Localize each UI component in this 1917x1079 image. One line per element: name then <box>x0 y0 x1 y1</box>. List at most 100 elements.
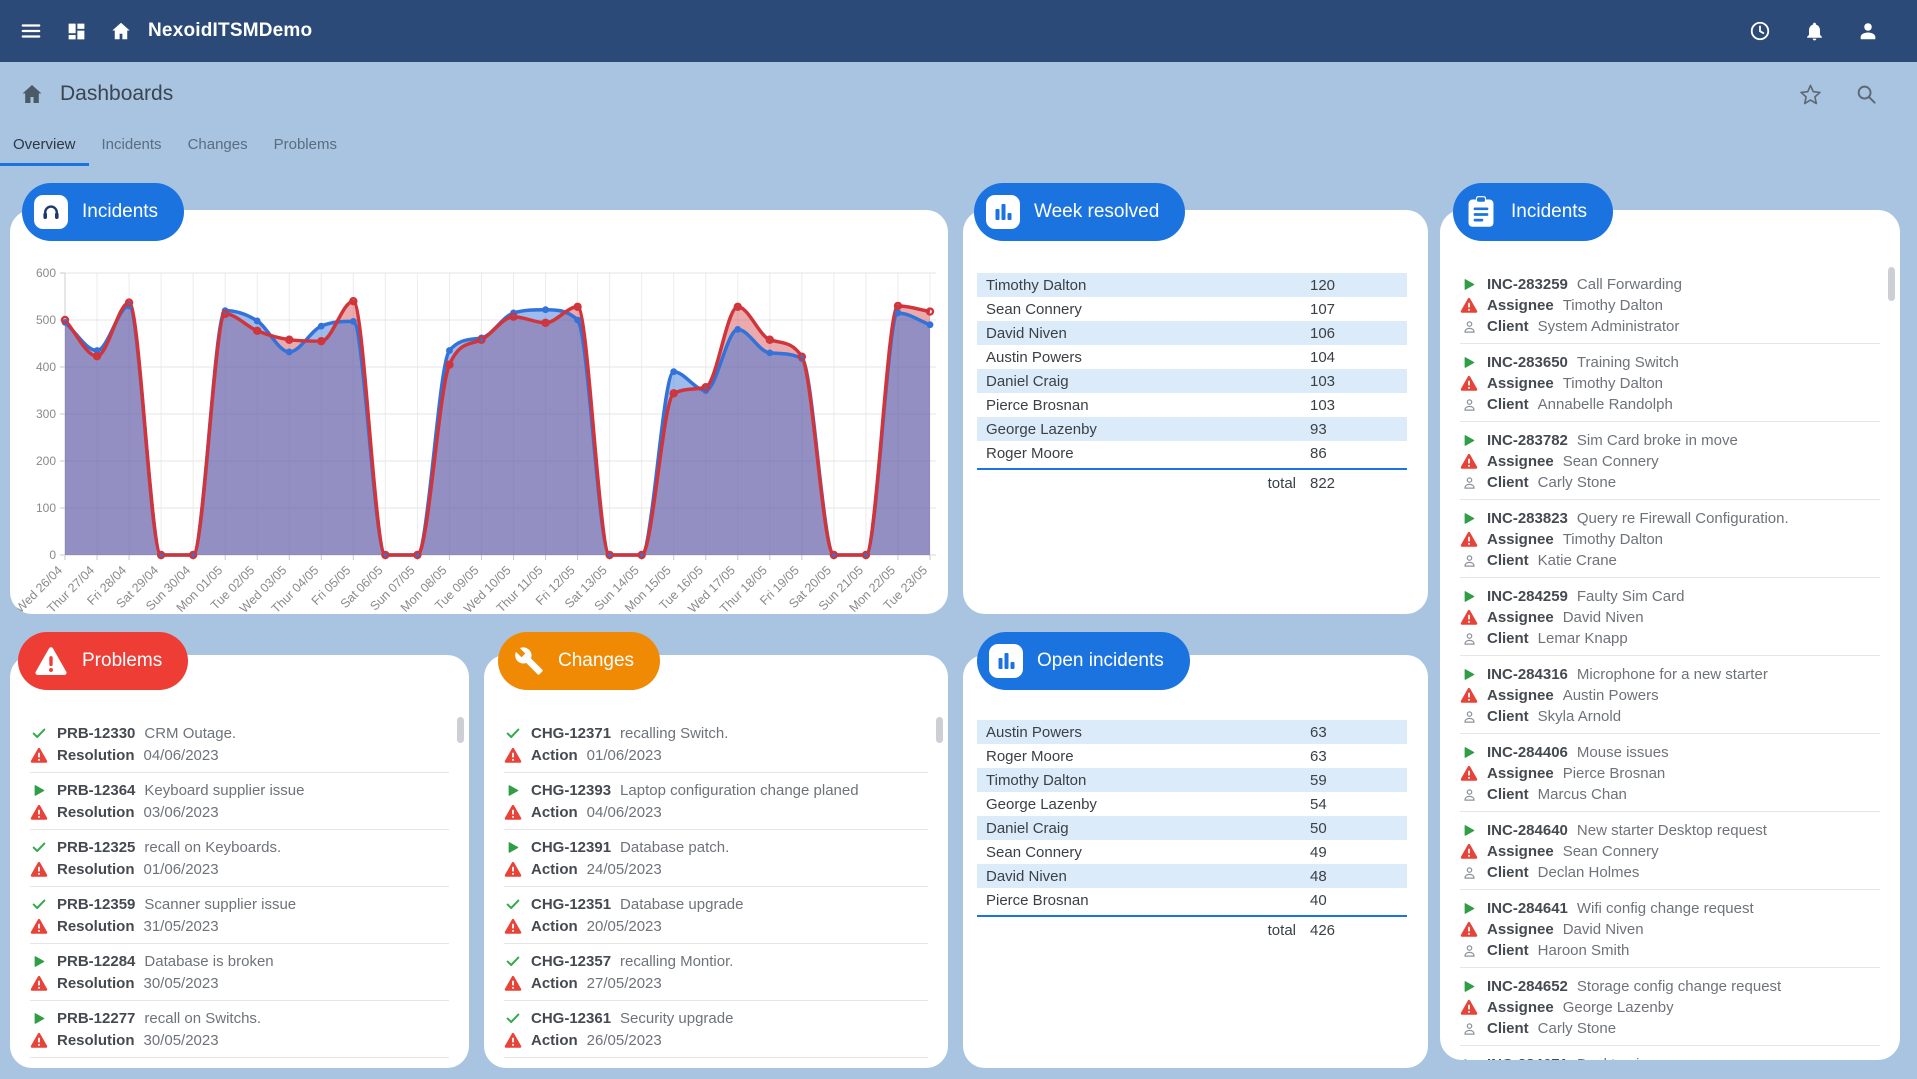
list-item[interactable]: PRB-12325 recall on Keyboards. Resolutio… <box>30 830 449 887</box>
incidents-chart-pill[interactable]: Incidents <box>22 183 185 241</box>
favorite-star-icon[interactable] <box>1798 82 1822 106</box>
list-item[interactable]: CHG-12371 recalling Switch. Action 01/06… <box>504 716 928 773</box>
person-count: 63 <box>1310 723 1327 741</box>
play-icon <box>30 1011 48 1026</box>
table-row[interactable]: Austin Powers 104 <box>977 345 1407 369</box>
person-count: 107 <box>1310 300 1336 318</box>
list-item[interactable]: CHG-12393 Laptop configuration change pl… <box>504 773 928 830</box>
incident-item[interactable]: INC-284671 Desktop issues Assignee Clien… <box>1460 1046 1880 1060</box>
scrollbar-thumb[interactable] <box>457 717 464 743</box>
table-row[interactable]: Pierce Brosnan 103 <box>977 393 1407 417</box>
pill-label: Incidents <box>1511 201 1588 222</box>
play-icon <box>1460 823 1478 838</box>
incident-title: Wifi config change request <box>1576 900 1754 917</box>
changes-pill[interactable]: Changes <box>498 632 661 690</box>
incident-item[interactable]: INC-283259 Call Forwarding Assignee Timo… <box>1460 266 1880 344</box>
account-person-icon[interactable] <box>1855 18 1881 44</box>
list-item[interactable]: CHG-12391 Database patch. Action 24/05/2… <box>504 830 928 887</box>
person-name: Timothy Dalton <box>986 771 1087 789</box>
table-row[interactable]: David Niven 106 <box>977 321 1407 345</box>
warning-icon <box>30 975 48 992</box>
table-row[interactable]: George Lazenby 93 <box>977 417 1407 441</box>
table-row[interactable]: Roger Moore 86 <box>977 441 1407 465</box>
table-row[interactable]: Timothy Dalton 59 <box>977 768 1407 792</box>
assignee-name: Timothy Dalton <box>1562 531 1664 548</box>
incident-item[interactable]: INC-283823 Query re Firewall Configurati… <box>1460 500 1880 578</box>
home-icon[interactable] <box>108 18 134 44</box>
table-row[interactable]: George Lazenby 54 <box>977 792 1407 816</box>
play-icon <box>30 783 48 798</box>
scrollbar-thumb[interactable] <box>936 717 943 743</box>
tab-problems[interactable]: Problems <box>273 136 337 153</box>
list-item[interactable]: PRB-12277 recall on Switchs. Resolution … <box>30 1001 449 1058</box>
list-item[interactable]: CHG-12357 recalling Montior. Action 27/0… <box>504 944 928 1001</box>
incident-id: INC-283782 <box>1487 432 1568 449</box>
incident-item[interactable]: INC-284316 Microphone for a new starter … <box>1460 656 1880 734</box>
incident-title: Call Forwarding <box>1576 276 1682 293</box>
incident-title: Microphone for a new starter <box>1576 666 1768 683</box>
table-row[interactable]: Austin Powers 63 <box>977 720 1407 744</box>
person-name: George Lazenby <box>986 420 1097 438</box>
incident-title: New starter Desktop request <box>1576 822 1767 839</box>
table-row[interactable]: Pierce Brosnan 40 <box>977 888 1407 912</box>
incident-item[interactable]: INC-284259 Faulty Sim Card Assignee Davi… <box>1460 578 1880 656</box>
scrollbar-thumb[interactable] <box>1888 267 1895 301</box>
assignee-name: Timothy Dalton <box>1562 297 1664 314</box>
incident-title: Desktop issues <box>1577 1056 1679 1060</box>
table-row[interactable]: David Niven 48 <box>977 864 1407 888</box>
list-item[interactable]: PRB-12284 Database is broken Resolution … <box>30 944 449 1001</box>
table-row[interactable]: Daniel Craig 50 <box>977 816 1407 840</box>
open-incidents-card: Austin Powers 63 Roger Moore 63 Timothy … <box>963 655 1428 1068</box>
person-icon <box>1460 631 1478 647</box>
tab-changes[interactable]: Changes <box>187 136 248 153</box>
tab-incidents[interactable]: Incidents <box>101 136 162 153</box>
warning-icon <box>504 918 522 935</box>
list-item[interactable]: PRB-12364 Keyboard supplier issue Resolu… <box>30 773 449 830</box>
play-icon <box>1460 511 1478 526</box>
incident-id: INC-284671 <box>1487 1056 1568 1060</box>
play-icon <box>1460 433 1478 448</box>
incident-item[interactable]: INC-283650 Training Switch Assignee Timo… <box>1460 344 1880 422</box>
incident-item[interactable]: INC-284641 Wifi config change request As… <box>1460 890 1880 968</box>
history-clock-icon[interactable] <box>1747 18 1773 44</box>
table-row[interactable]: Daniel Craig 103 <box>977 369 1407 393</box>
incidents-list-pill[interactable]: Incidents <box>1453 183 1614 241</box>
list-item[interactable]: PRB-12330 CRM Outage. Resolution 04/06/2… <box>30 716 449 773</box>
person-name: Austin Powers <box>986 723 1082 741</box>
table-row[interactable]: Sean Connery 49 <box>977 840 1407 864</box>
search-icon[interactable] <box>1854 82 1878 106</box>
table-row[interactable]: Roger Moore 63 <box>977 744 1407 768</box>
total-value: 426 <box>1310 921 1336 939</box>
incident-item[interactable]: INC-284652 Storage config change request… <box>1460 968 1880 1046</box>
check-icon <box>30 839 48 855</box>
table-row[interactable]: Sean Connery 107 <box>977 297 1407 321</box>
week-resolved-pill[interactable]: Week resolved <box>974 183 1186 241</box>
changes-card: CHG-12371 recalling Switch. Action 01/06… <box>484 655 948 1068</box>
total-divider <box>977 468 1407 470</box>
menu-icon[interactable] <box>18 18 44 44</box>
open-incidents-pill[interactable]: Open incidents <box>977 632 1190 690</box>
incident-item[interactable]: INC-284406 Mouse issues Assignee Pierce … <box>1460 734 1880 812</box>
person-name: Pierce Brosnan <box>986 396 1089 414</box>
dashboard-grid-icon[interactable] <box>63 18 89 44</box>
list-item[interactable]: CHG-12351 Database upgrade Action 20/05/… <box>504 887 928 944</box>
assignee-label: Assignee <box>1487 453 1554 470</box>
person-icon <box>1460 319 1478 335</box>
assignee-name: Austin Powers <box>1562 687 1659 704</box>
table-row[interactable]: Timothy Dalton 120 <box>977 273 1407 297</box>
pill-label: Week resolved <box>1034 201 1160 222</box>
home-icon[interactable] <box>20 82 44 106</box>
client-label: Client <box>1487 630 1529 647</box>
tab-overview[interactable]: Overview <box>0 126 89 166</box>
total-divider <box>977 915 1407 917</box>
list-item[interactable]: PRB-12359 Scanner supplier issue Resolut… <box>30 887 449 944</box>
incident-item[interactable]: INC-284640 New starter Desktop request A… <box>1460 812 1880 890</box>
person-icon <box>1460 397 1478 413</box>
notifications-bell-icon[interactable] <box>1801 18 1827 44</box>
incident-id: INC-284652 <box>1487 978 1568 995</box>
person-count: 104 <box>1310 348 1336 366</box>
problems-pill[interactable]: Problems <box>18 632 189 690</box>
incident-item[interactable]: INC-283782 Sim Card broke in move Assign… <box>1460 422 1880 500</box>
client-label: Client <box>1487 708 1529 725</box>
list-item[interactable]: CHG-12361 Security upgrade Action 26/05/… <box>504 1001 928 1058</box>
